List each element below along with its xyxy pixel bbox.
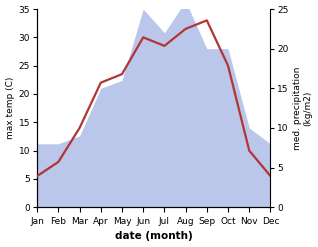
Y-axis label: max temp (C): max temp (C) — [5, 77, 15, 139]
X-axis label: date (month): date (month) — [115, 231, 193, 242]
Y-axis label: med. precipitation
(kg/m2): med. precipitation (kg/m2) — [293, 66, 313, 150]
